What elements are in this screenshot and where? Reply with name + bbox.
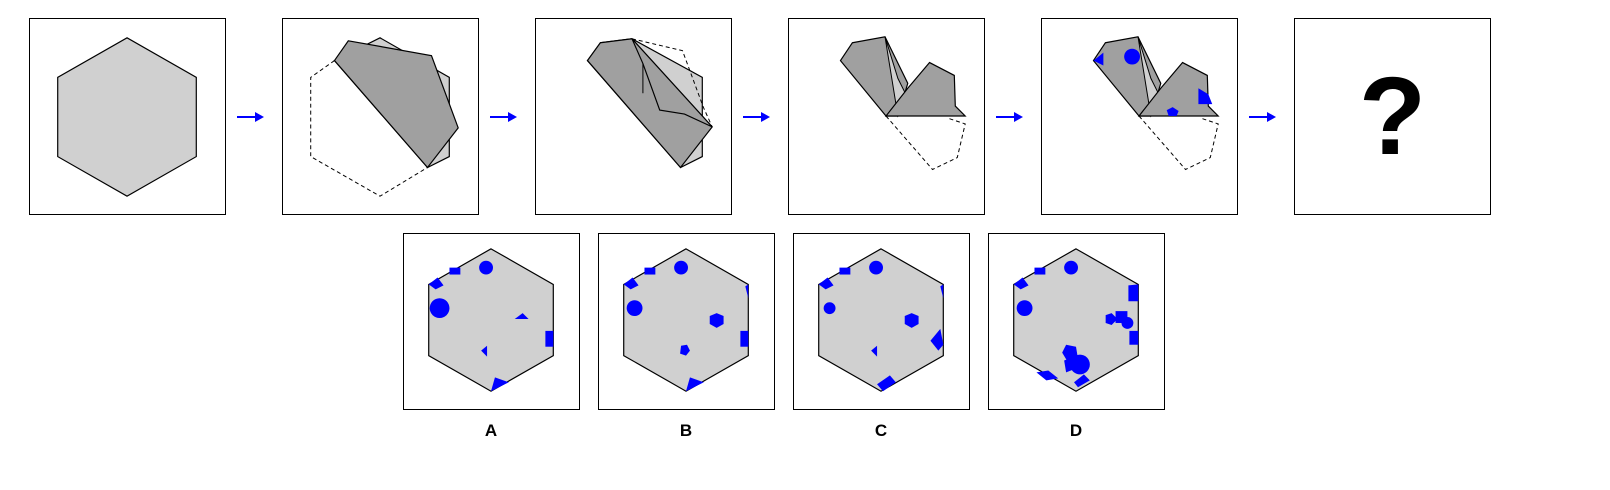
option-a-label: A <box>484 421 498 440</box>
option-c-label: C <box>874 421 888 440</box>
unfolded-hexagon <box>57 37 197 197</box>
step-1-panel <box>29 18 226 215</box>
arrow-icon <box>237 112 264 122</box>
arrow-icon <box>743 112 770 122</box>
question-mark: ? <box>1358 55 1427 178</box>
first-fold <box>310 37 459 197</box>
step-4-panel <box>788 18 985 215</box>
option-b-panel[interactable] <box>598 233 775 410</box>
option-d-hexagon <box>1013 248 1139 392</box>
option-b-label: B <box>679 421 693 440</box>
punch-hole-pentagon <box>1166 107 1179 117</box>
third-fold <box>839 36 967 171</box>
step-5-panel <box>1041 18 1238 215</box>
punch-hole-circle <box>1124 48 1140 65</box>
arrow-icon <box>490 112 517 122</box>
question-panel: ? <box>1294 18 1491 215</box>
option-d-panel[interactable] <box>988 233 1165 410</box>
punch-hole-triangle <box>1093 52 1104 66</box>
arrow-icon <box>1249 112 1276 122</box>
punch-hole-triangle <box>1198 88 1213 105</box>
option-c-hexagon <box>818 248 944 392</box>
step-3-panel <box>535 18 732 215</box>
option-a-hexagon <box>428 248 554 392</box>
second-fold <box>586 38 713 169</box>
option-a-panel[interactable] <box>403 233 580 410</box>
punched-fold <box>1092 36 1220 171</box>
option-c-panel[interactable] <box>793 233 970 410</box>
option-b-hexagon <box>623 248 749 392</box>
step-2-panel <box>282 18 479 215</box>
arrow-icon <box>996 112 1023 122</box>
option-d-label: D <box>1069 421 1083 440</box>
